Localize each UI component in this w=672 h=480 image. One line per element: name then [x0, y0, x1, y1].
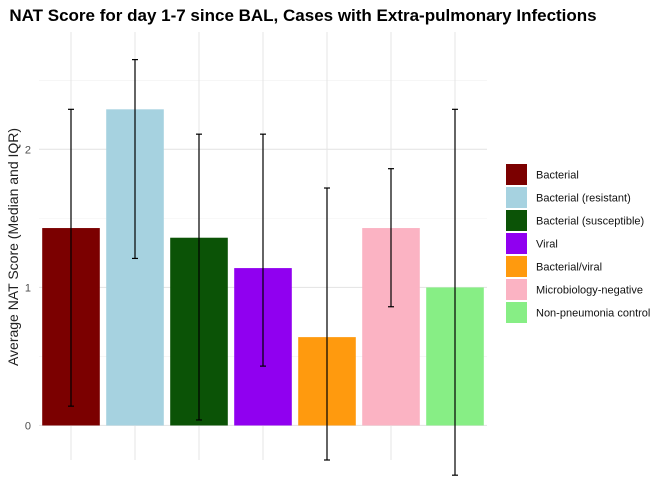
error-bars — [68, 59, 458, 476]
legend-label: Viral — [536, 239, 558, 251]
y-tick-label: 0 — [25, 420, 31, 432]
legend-key — [506, 233, 527, 254]
y-axis-ticks: 0 1 2 — [25, 144, 31, 432]
legend-label: Microbiology-negative — [536, 285, 643, 297]
y-tick-label: 2 — [25, 144, 31, 156]
y-axis-label: Average NAT Score (Median and IQR) — [5, 128, 21, 366]
legend-label: Bacterial (susceptible) — [536, 216, 644, 228]
legend-label: Bacterial/viral — [536, 262, 602, 274]
legend-key — [506, 187, 527, 208]
chart-title: NAT Score for day 1-7 since BAL, Cases w… — [9, 6, 596, 25]
legend-key — [506, 210, 527, 231]
bars — [42, 109, 484, 426]
y-tick-label: 1 — [25, 282, 31, 294]
legend-key — [506, 302, 527, 323]
legend-label: Bacterial (resistant) — [536, 193, 631, 205]
legend-key — [506, 279, 527, 300]
legend-label: Non-pneumonia control — [536, 308, 650, 320]
legend-key — [506, 164, 527, 185]
legend-key — [506, 256, 527, 277]
legend-label: Bacterial — [536, 170, 579, 182]
legend: Bacterial Bacterial (resistant) Bacterial … — [506, 164, 650, 323]
